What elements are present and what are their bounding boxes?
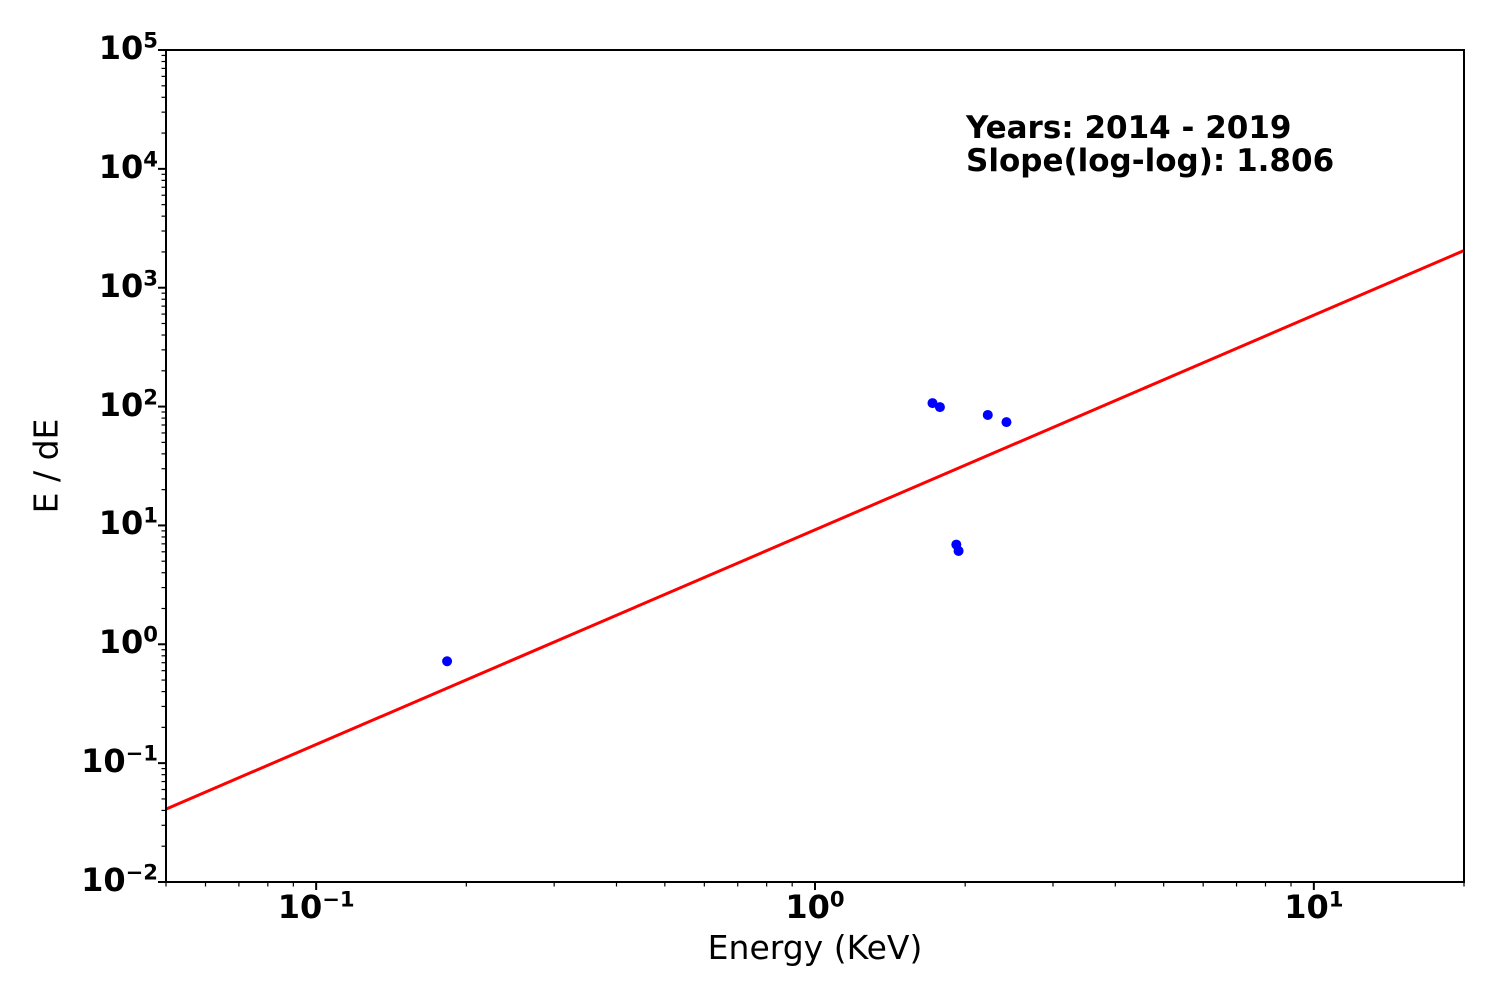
annotation: Years: 2014 - 2019 Slope(log-log): 1.806	[966, 112, 1334, 178]
annotation-years: Years: 2014 - 2019	[966, 110, 1292, 146]
y-tick-label: 10−2	[81, 859, 158, 899]
x-tick-label: 101	[1284, 886, 1344, 926]
y-tick-label: 10−1	[81, 740, 158, 781]
data-point	[442, 656, 453, 667]
data-point	[982, 409, 993, 420]
data-point	[1001, 417, 1012, 428]
y-tick-label: 100	[98, 621, 158, 662]
annotation-slope: Slope(log-log): 1.806	[966, 143, 1335, 179]
data-point	[927, 398, 938, 409]
x-axis-label: Energy (KeV)	[707, 928, 923, 967]
data-point	[934, 402, 945, 413]
plot-border	[165, 49, 1465, 883]
y-tick-label: 104	[98, 146, 158, 186]
data-point	[953, 545, 964, 556]
y-tick-label: 105	[98, 27, 158, 67]
y-tick-label: 103	[98, 265, 158, 305]
y-tick-label: 102	[98, 383, 158, 424]
y-axis-label: E / dE	[26, 418, 66, 514]
x-tick-label: 10−1	[277, 886, 355, 926]
fit-line	[165, 249, 1465, 811]
y-tick-label: 101	[98, 502, 158, 543]
x-tick-label: 100	[785, 886, 845, 926]
